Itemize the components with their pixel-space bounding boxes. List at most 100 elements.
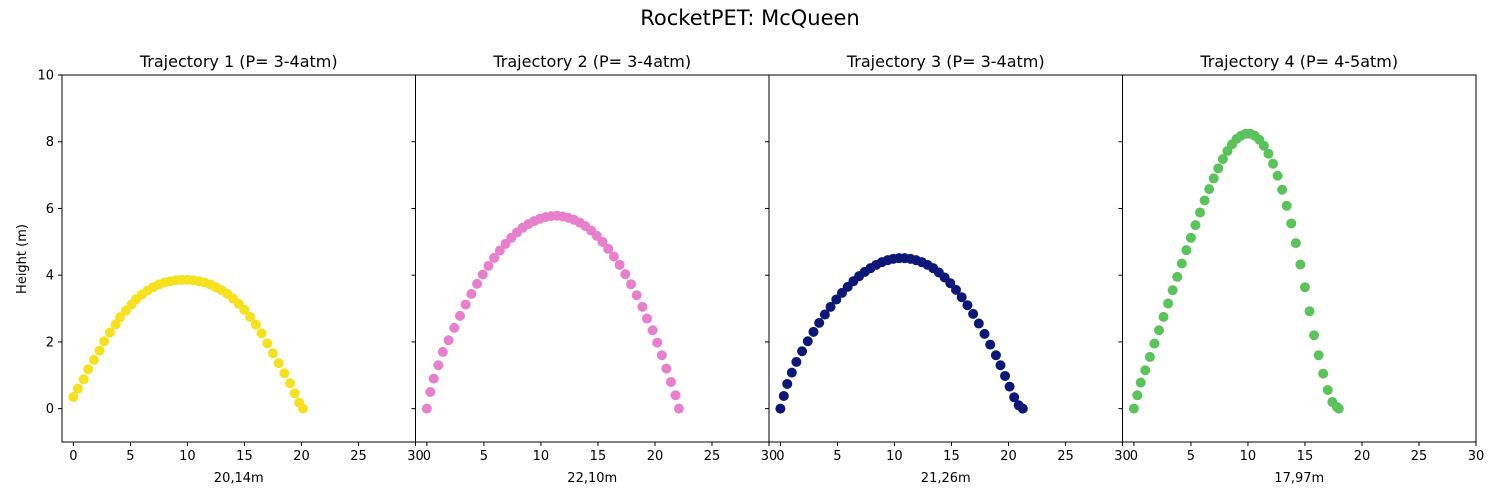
data-point	[661, 363, 672, 374]
data-point	[1181, 245, 1192, 256]
data-point	[1140, 365, 1151, 376]
data-point	[973, 318, 984, 329]
data-point	[477, 269, 488, 280]
data-point	[267, 348, 278, 359]
y-tick-label: 2	[46, 335, 54, 350]
x-axis-label: 21,26m	[921, 471, 971, 486]
data-point	[597, 236, 608, 247]
panel-3: 0 5 10 15 20 25 30 Trajectory 3 (P= 3-4atm) 21,2…	[765, 52, 1131, 486]
data-point	[115, 312, 126, 323]
data-point	[819, 309, 830, 320]
data-point	[104, 327, 115, 338]
data-point	[670, 390, 681, 401]
data-point	[985, 339, 996, 350]
scatter-series	[421, 210, 684, 414]
x-axis-label: 22,10m	[567, 471, 617, 486]
x-tick-label: 10	[1240, 449, 1257, 464]
x-tick-label: 30	[1114, 449, 1131, 464]
panel-1: 0 5 10 15 20 25 30 0 2 4 6 8 10 Trajectory 1 (P= 3-4a…	[37, 52, 423, 486]
data-point	[814, 317, 825, 328]
data-point	[791, 356, 802, 367]
y-tick-label: 8	[46, 135, 54, 150]
data-point	[979, 328, 990, 339]
x-tick-label: 10	[533, 449, 550, 464]
data-point	[1290, 238, 1301, 249]
x-tick-label: 0	[776, 449, 784, 464]
data-point	[83, 364, 94, 375]
x-tick-label: 20	[1354, 449, 1371, 464]
data-point	[1172, 271, 1183, 282]
data-point	[472, 278, 483, 289]
data-point	[603, 243, 614, 254]
x-tick-label: 30	[1468, 449, 1485, 464]
data-point	[626, 279, 637, 290]
data-point	[110, 319, 121, 330]
data-point	[1158, 311, 1169, 322]
data-point	[945, 278, 956, 289]
data-point	[1268, 158, 1279, 169]
data-point	[245, 311, 256, 322]
data-point	[1322, 384, 1333, 395]
data-point	[454, 310, 465, 321]
data-point	[1299, 282, 1310, 293]
data-point	[483, 260, 494, 271]
data-point	[831, 294, 842, 305]
y-tick-label: 4	[46, 269, 54, 284]
data-point	[1258, 140, 1269, 151]
data-point	[1195, 207, 1206, 218]
data-point	[797, 346, 808, 357]
x-tick-label: 30	[761, 449, 778, 464]
data-point	[951, 284, 962, 295]
x-tick-label: 15	[1297, 449, 1314, 464]
data-point	[239, 304, 250, 315]
data-point	[428, 373, 439, 384]
data-point	[1309, 330, 1320, 341]
data-point	[466, 288, 477, 299]
data-point	[494, 245, 505, 256]
x-tick-label: 0	[69, 449, 77, 464]
data-point	[1167, 285, 1178, 296]
data-point	[78, 374, 89, 385]
data-point	[88, 354, 99, 365]
data-point	[614, 259, 625, 270]
panel-2: 0 5 10 15 20 25 30 Trajectory 2 (P= 3-4atm) 22,1…	[411, 52, 778, 486]
data-point	[1144, 351, 1155, 362]
data-point	[990, 350, 1001, 361]
data-point	[460, 299, 471, 310]
data-point	[1190, 220, 1201, 231]
data-point	[1333, 403, 1344, 414]
data-point	[631, 290, 642, 301]
panel-title: Trajectory 2 (P= 3-4atm)	[492, 52, 691, 71]
x-tick-label: 5	[480, 449, 488, 464]
data-point	[256, 328, 267, 339]
panel-4: 0 5 10 15 20 25 30 Trajectory 4 (P= 4-5atm) 17,9…	[1118, 52, 1485, 486]
x-tick-label: 5	[1187, 449, 1195, 464]
x-tick-label: 0	[423, 449, 431, 464]
x-tick-label: 10	[886, 449, 903, 464]
data-point	[968, 308, 979, 319]
data-point	[1135, 377, 1146, 388]
data-point	[782, 378, 793, 389]
data-point	[262, 338, 273, 349]
data-point	[437, 346, 448, 357]
x-tick-label: 15	[943, 449, 960, 464]
data-point	[620, 269, 631, 280]
data-point	[673, 403, 684, 414]
data-point	[637, 301, 648, 312]
y-tick-label: 6	[46, 202, 54, 217]
data-point	[665, 376, 676, 387]
x-tick-label: 25	[704, 449, 721, 464]
data-point	[443, 335, 454, 346]
data-point	[1263, 148, 1274, 159]
data-point	[68, 391, 79, 402]
scatter-series	[68, 274, 309, 414]
data-point	[1318, 368, 1329, 379]
x-tick-label: 25	[350, 449, 367, 464]
data-point	[1000, 370, 1011, 381]
data-point	[656, 350, 667, 361]
data-point	[449, 322, 460, 333]
y-tick-label: 0	[46, 402, 54, 417]
data-point	[1208, 173, 1219, 184]
